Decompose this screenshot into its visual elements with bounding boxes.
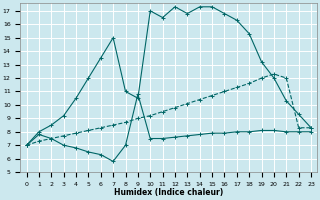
X-axis label: Humidex (Indice chaleur): Humidex (Indice chaleur) (114, 188, 223, 197)
